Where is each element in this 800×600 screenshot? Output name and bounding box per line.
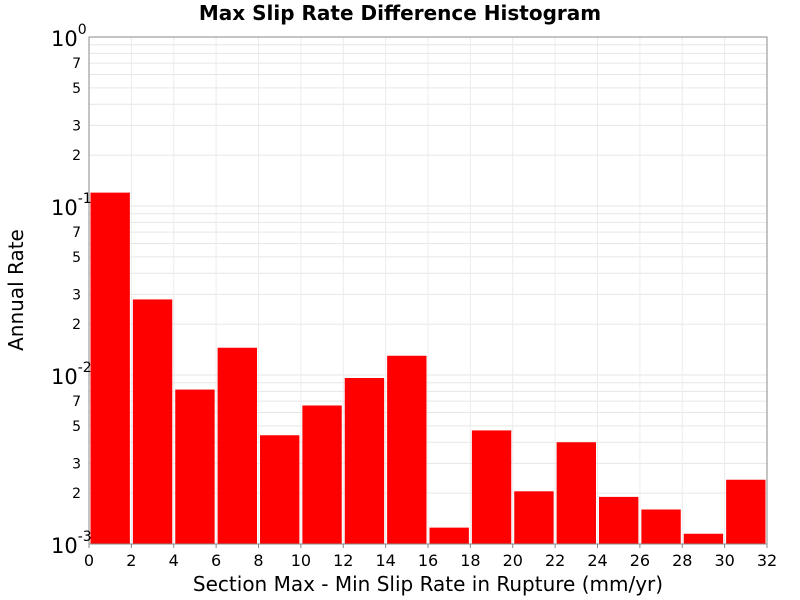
chart-title: Max Slip Rate Difference Histogram bbox=[199, 1, 601, 25]
histogram-bar bbox=[683, 533, 724, 544]
x-tick-label: 10 bbox=[291, 551, 311, 570]
histogram-bar bbox=[302, 405, 342, 544]
y-minor-tick-label: 5 bbox=[72, 250, 81, 266]
histogram-bar bbox=[132, 299, 173, 544]
x-axis-label: Section Max - Min Slip Rate in Rupture (… bbox=[193, 572, 663, 596]
y-minor-tick-label: 3 bbox=[72, 118, 81, 134]
histogram-bar bbox=[514, 491, 554, 544]
histogram-bar bbox=[217, 347, 257, 544]
x-tick-label: 30 bbox=[714, 551, 734, 570]
y-minor-tick-label: 5 bbox=[72, 419, 81, 435]
histogram-bar bbox=[260, 435, 300, 544]
y-minor-tick-label: 2 bbox=[72, 486, 81, 502]
y-minor-tick-label: 7 bbox=[72, 394, 81, 410]
x-tick-label: 20 bbox=[503, 551, 523, 570]
x-tick-label: 18 bbox=[460, 551, 480, 570]
x-tick-label: 0 bbox=[84, 551, 94, 570]
y-axis-label: Annual Rate bbox=[4, 229, 28, 351]
histogram-bar bbox=[726, 479, 766, 544]
x-tick-label: 32 bbox=[757, 551, 777, 570]
x-tick-label: 22 bbox=[545, 551, 565, 570]
y-decade-label: 100 bbox=[51, 22, 87, 51]
y-minor-tick-label: 2 bbox=[72, 148, 81, 164]
histogram-bar bbox=[90, 192, 130, 545]
bars bbox=[90, 192, 766, 545]
x-tick-label: 24 bbox=[587, 551, 607, 570]
y-minor-tick-label: 3 bbox=[72, 456, 81, 472]
x-tick-label: 6 bbox=[211, 551, 221, 570]
x-tick-label: 28 bbox=[672, 551, 692, 570]
x-tick-label: 14 bbox=[375, 551, 395, 570]
histogram-bar bbox=[641, 509, 681, 544]
y-minor-tick-label: 3 bbox=[72, 287, 81, 303]
y-decade-label: 10-1 bbox=[51, 191, 92, 220]
y-minor-tick-label: 7 bbox=[72, 225, 81, 241]
histogram-bar bbox=[599, 496, 639, 544]
x-tick-label: 2 bbox=[126, 551, 136, 570]
x-tick-label: 12 bbox=[333, 551, 353, 570]
histogram-bar bbox=[429, 527, 469, 544]
histogram-bar bbox=[175, 389, 215, 544]
histogram-bar bbox=[471, 430, 512, 544]
histogram-bar bbox=[387, 355, 427, 544]
x-tick-label: 26 bbox=[630, 551, 650, 570]
y-axis-ticks: 100 10-1 10-2 10-3 7 5 3 2 7 5 3 2 7 5 3 2 bbox=[51, 22, 92, 558]
y-minor-tick-label: 7 bbox=[72, 56, 81, 72]
x-tick-label: 4 bbox=[169, 551, 179, 570]
y-decade-label: 10-2 bbox=[51, 360, 92, 389]
histogram-bar bbox=[344, 377, 385, 544]
x-tick-label: 16 bbox=[418, 551, 438, 570]
histogram-bar bbox=[556, 442, 596, 544]
y-decade-label: 10-3 bbox=[51, 529, 92, 558]
x-axis-ticks: 0 2 4 6 8 10 12 14 16 18 20 22 24 26 28 30 32 bbox=[84, 544, 777, 570]
x-tick-label: 8 bbox=[253, 551, 263, 570]
y-minor-tick-label: 2 bbox=[72, 317, 81, 333]
y-minor-tick-label: 5 bbox=[72, 81, 81, 97]
